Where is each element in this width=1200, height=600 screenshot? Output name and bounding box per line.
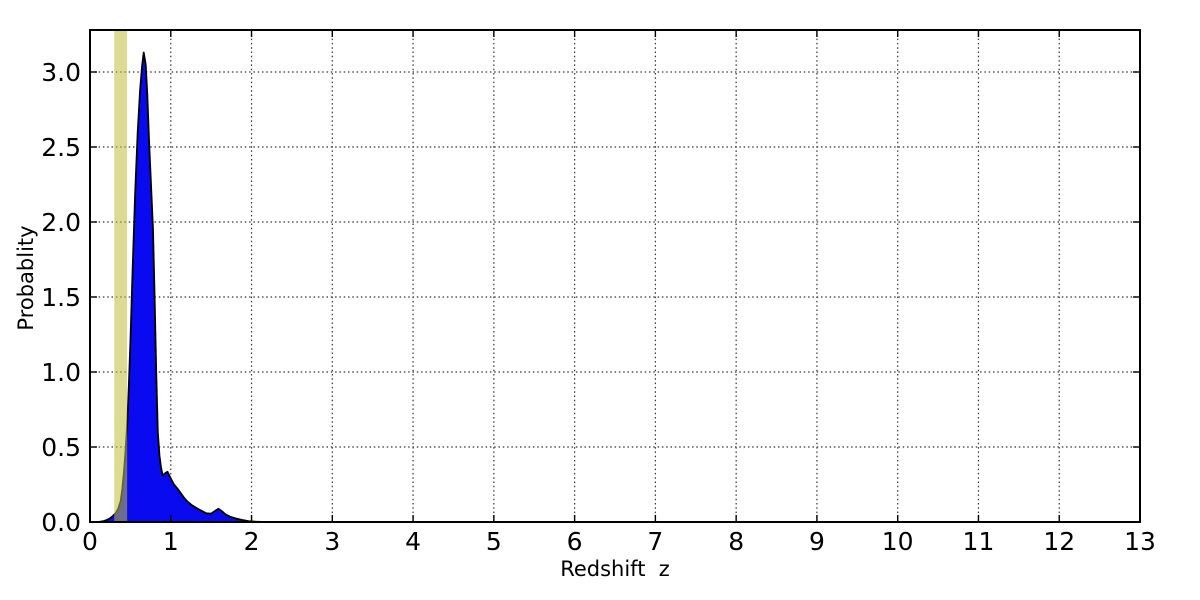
x-tick-label: 9 bbox=[809, 527, 825, 556]
x-tick-label: 12 bbox=[1043, 527, 1075, 556]
y-axis-label: Probablity bbox=[14, 225, 38, 331]
y-tick-label: 2.5 bbox=[41, 133, 81, 162]
x-tick-label: 6 bbox=[567, 527, 583, 556]
x-tick-label: 0 bbox=[82, 527, 98, 556]
axes-frame bbox=[89, 29, 1141, 523]
x-tick-label: 3 bbox=[324, 527, 340, 556]
highlight-band bbox=[114, 30, 128, 522]
x-tick-label: 13 bbox=[1124, 527, 1156, 556]
y-tick-label: 0.5 bbox=[41, 433, 81, 462]
x-tick-label: 4 bbox=[405, 527, 421, 556]
x-tick-label: 8 bbox=[728, 527, 744, 556]
x-axis-label: Redshift z bbox=[560, 557, 670, 581]
y-tick-label: 1.0 bbox=[41, 358, 81, 387]
x-tick-label: 5 bbox=[486, 527, 502, 556]
x-tick-label: 7 bbox=[647, 527, 663, 556]
x-tick-label: 11 bbox=[963, 527, 995, 556]
y-tick-label: 2.0 bbox=[41, 208, 81, 237]
y-tick-label: 1.5 bbox=[41, 283, 81, 312]
x-tick-label: 2 bbox=[244, 527, 260, 556]
x-tick-label: 10 bbox=[882, 527, 914, 556]
y-tick-label: 0.0 bbox=[41, 508, 81, 537]
x-tick-label: 1 bbox=[163, 527, 179, 556]
y-tick-label: 3.0 bbox=[41, 58, 81, 87]
